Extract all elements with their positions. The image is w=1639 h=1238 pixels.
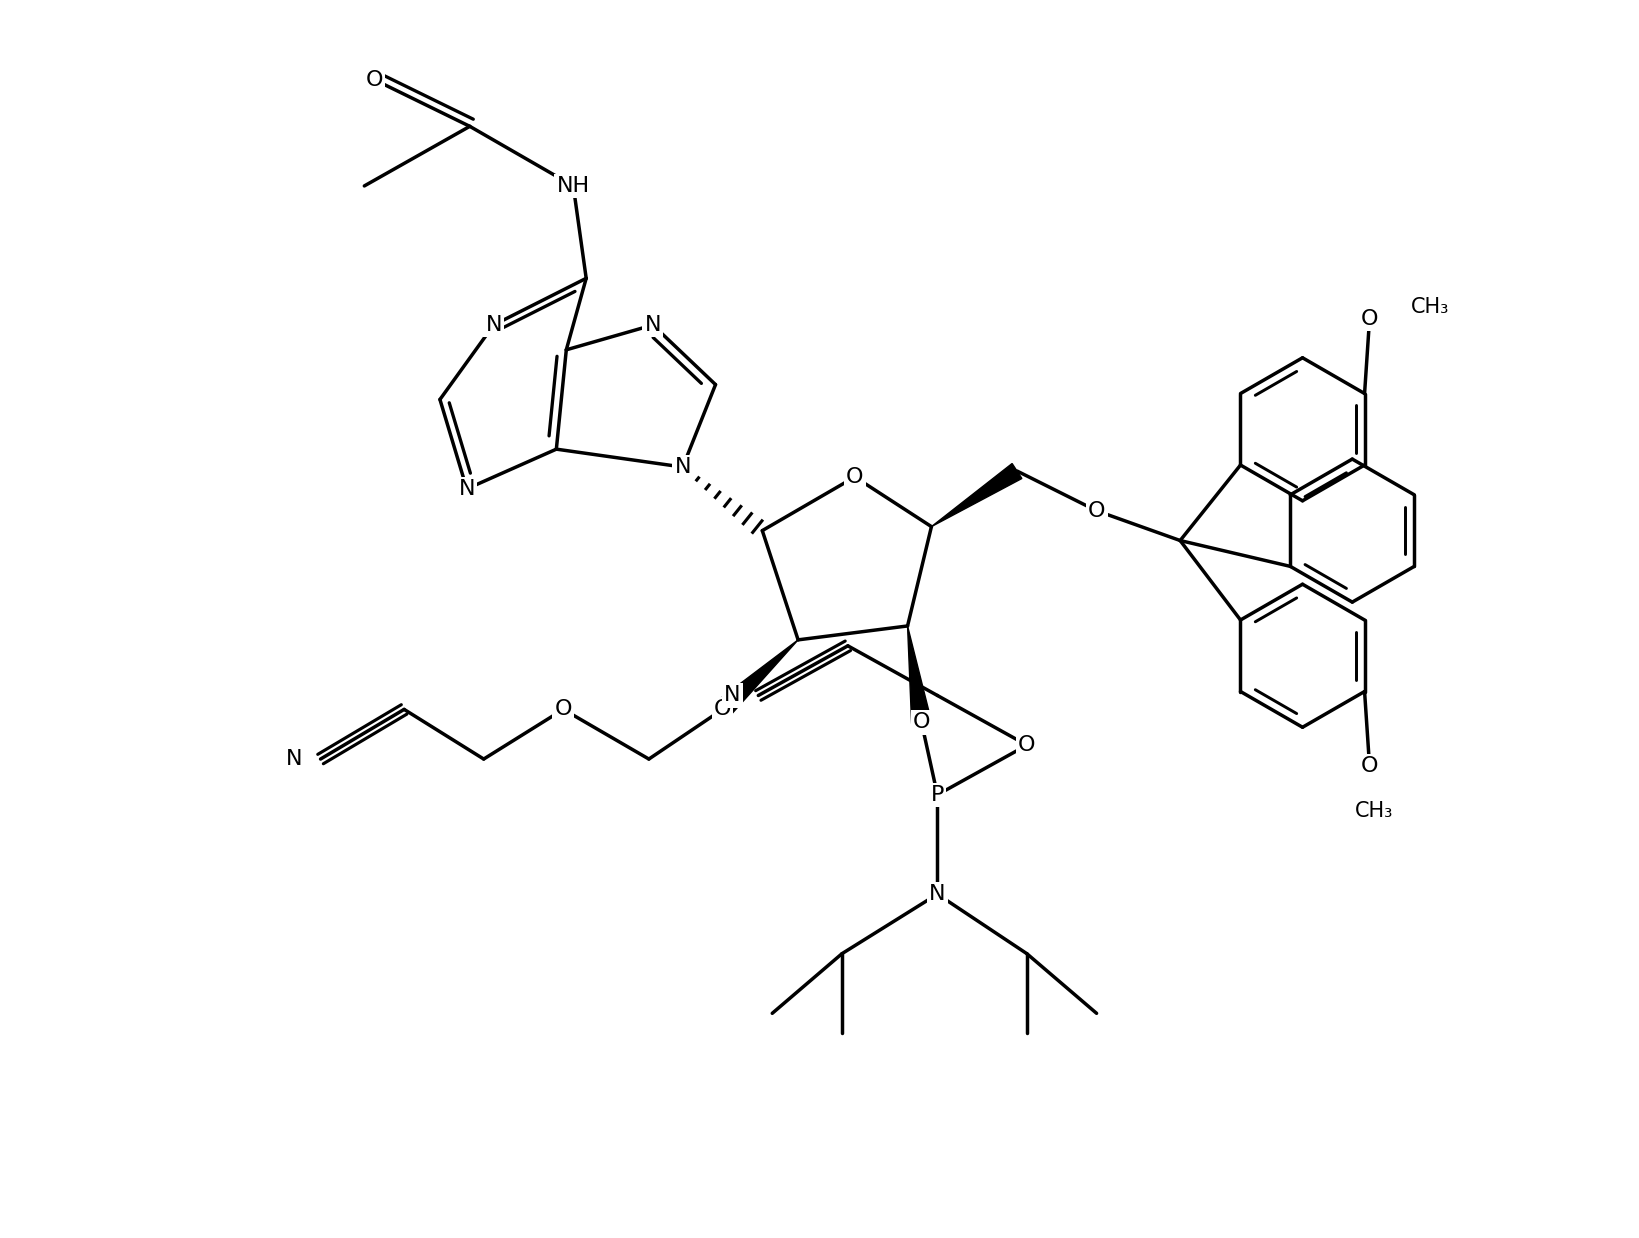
Polygon shape	[715, 640, 798, 717]
Text: P: P	[931, 785, 944, 805]
Text: N: N	[723, 686, 739, 706]
Text: NH: NH	[556, 176, 590, 196]
Text: O: O	[365, 69, 384, 89]
Text: N: N	[929, 884, 946, 904]
Text: CH₃: CH₃	[1411, 297, 1449, 317]
Text: N: N	[285, 749, 303, 769]
Text: O: O	[1018, 735, 1036, 755]
Text: O: O	[554, 699, 572, 719]
Text: N: N	[674, 457, 690, 477]
Text: O: O	[913, 712, 929, 733]
Text: CH₃: CH₃	[1354, 801, 1393, 821]
Polygon shape	[931, 463, 1021, 526]
Text: O: O	[846, 467, 864, 487]
Text: N: N	[644, 314, 661, 335]
Text: O: O	[1360, 756, 1377, 776]
Text: N: N	[485, 314, 502, 335]
Text: O: O	[1360, 310, 1377, 329]
Text: O: O	[1087, 500, 1105, 521]
Polygon shape	[906, 626, 931, 724]
Text: O: O	[713, 699, 731, 719]
Text: N: N	[459, 479, 475, 499]
